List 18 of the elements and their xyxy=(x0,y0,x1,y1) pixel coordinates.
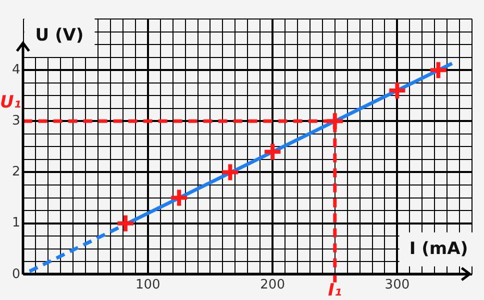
point xyxy=(262,142,283,162)
point xyxy=(220,162,240,182)
x-axis-title: I (mA) xyxy=(409,238,468,259)
y-tick-label: 0 xyxy=(12,266,20,282)
point xyxy=(169,188,190,208)
y-tick-label: 2 xyxy=(12,164,20,180)
y-tick-label: 4 xyxy=(12,62,20,78)
ref-line-label: I₁ xyxy=(328,280,342,300)
y-tick-label: 1 xyxy=(12,216,20,231)
ref-line-label: U₁ xyxy=(0,92,22,113)
point xyxy=(428,60,448,80)
y-axis-title: U (V) xyxy=(35,25,84,46)
point xyxy=(324,111,345,132)
y-tick-label: 3 xyxy=(12,114,20,129)
x-tick-label: 200 xyxy=(260,278,285,293)
point xyxy=(115,213,136,234)
x-tick-label: 300 xyxy=(384,278,410,293)
x-tick-label: 100 xyxy=(136,278,160,293)
